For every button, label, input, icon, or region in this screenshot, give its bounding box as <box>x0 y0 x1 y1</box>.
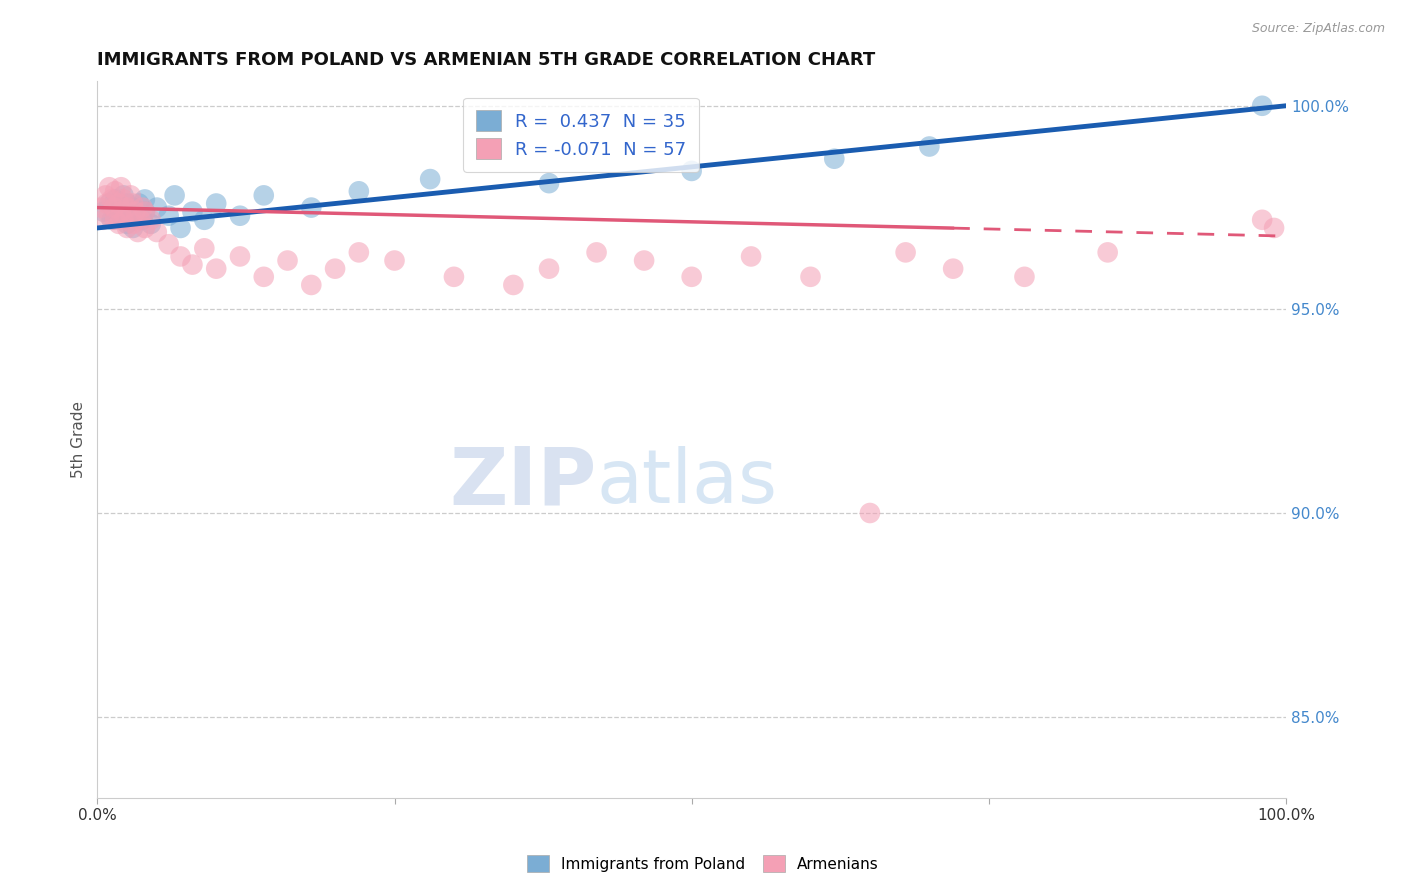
Point <box>115 196 138 211</box>
Point <box>96 196 118 211</box>
Point <box>443 269 465 284</box>
Point <box>104 184 127 198</box>
Point <box>205 196 228 211</box>
Point <box>163 188 186 202</box>
Point <box>134 204 156 219</box>
Point <box>859 506 882 520</box>
Point <box>229 209 252 223</box>
Point <box>347 184 370 198</box>
Point <box>112 212 135 227</box>
Point <box>681 164 703 178</box>
Point <box>299 277 322 292</box>
Point <box>347 245 370 260</box>
Point <box>98 209 121 223</box>
Point <box>110 209 132 223</box>
Text: atlas: atlas <box>596 446 778 519</box>
Point <box>157 237 180 252</box>
Point <box>98 180 121 194</box>
Point <box>585 245 607 260</box>
Point <box>122 217 145 231</box>
Point <box>98 196 121 211</box>
Point <box>799 269 821 284</box>
Point <box>384 253 406 268</box>
Point <box>1251 99 1274 113</box>
Point <box>131 212 153 227</box>
Point <box>134 204 156 219</box>
Point <box>537 176 560 190</box>
Point <box>128 196 150 211</box>
Point <box>181 204 204 219</box>
Point <box>103 201 125 215</box>
Point <box>193 241 215 255</box>
Legend: R =  0.437  N = 35, R = -0.071  N = 57: R = 0.437 N = 35, R = -0.071 N = 57 <box>463 97 699 172</box>
Point <box>91 212 114 227</box>
Text: ZIP: ZIP <box>450 443 596 522</box>
Point <box>110 204 132 219</box>
Point <box>942 261 965 276</box>
Point <box>740 250 762 264</box>
Point <box>537 261 560 276</box>
Point <box>90 201 112 215</box>
Point <box>633 253 655 268</box>
Point <box>115 217 138 231</box>
Point <box>1263 221 1285 235</box>
Point <box>323 261 346 276</box>
Point <box>419 172 441 186</box>
Point <box>104 193 127 207</box>
Point <box>122 221 145 235</box>
Point <box>1014 269 1036 284</box>
Point <box>134 193 156 207</box>
Point <box>146 201 169 215</box>
Point <box>502 277 524 292</box>
Point <box>122 201 145 215</box>
Point <box>299 201 322 215</box>
Point <box>124 209 146 223</box>
Point <box>139 217 162 231</box>
Point <box>107 201 129 215</box>
Point <box>894 245 917 260</box>
Point <box>169 221 191 235</box>
Point <box>146 225 169 239</box>
Text: Source: ZipAtlas.com: Source: ZipAtlas.com <box>1251 22 1385 36</box>
Point <box>229 250 252 264</box>
Point <box>120 209 142 223</box>
Point <box>131 201 153 215</box>
Point <box>205 261 228 276</box>
Point <box>181 258 204 272</box>
Point <box>127 225 149 239</box>
Y-axis label: 5th Grade: 5th Grade <box>72 401 86 478</box>
Point <box>277 253 299 268</box>
Point <box>115 221 138 235</box>
Point <box>112 193 135 207</box>
Point <box>100 193 122 207</box>
Point <box>157 209 180 223</box>
Point <box>169 250 191 264</box>
Point <box>1097 245 1119 260</box>
Point <box>1251 212 1274 227</box>
Point <box>107 196 129 211</box>
Point <box>100 212 122 227</box>
Point <box>124 204 146 219</box>
Point <box>139 212 162 227</box>
Point <box>918 139 941 153</box>
Point <box>94 188 117 202</box>
Point <box>115 201 138 215</box>
Point <box>110 180 132 194</box>
Point <box>253 188 276 202</box>
Point <box>193 212 215 227</box>
Point <box>91 204 114 219</box>
Point <box>129 212 152 227</box>
Point <box>120 188 142 202</box>
Legend: Immigrants from Poland, Armenians: Immigrants from Poland, Armenians <box>520 847 886 880</box>
Point <box>120 204 142 219</box>
Point <box>823 152 845 166</box>
Point <box>134 221 156 235</box>
Point <box>112 188 135 202</box>
Point <box>253 269 276 284</box>
Point <box>122 196 145 211</box>
Point <box>107 217 129 231</box>
Point <box>104 212 127 227</box>
Point <box>681 269 703 284</box>
Text: IMMIGRANTS FROM POLAND VS ARMENIAN 5TH GRADE CORRELATION CHART: IMMIGRANTS FROM POLAND VS ARMENIAN 5TH G… <box>97 51 876 69</box>
